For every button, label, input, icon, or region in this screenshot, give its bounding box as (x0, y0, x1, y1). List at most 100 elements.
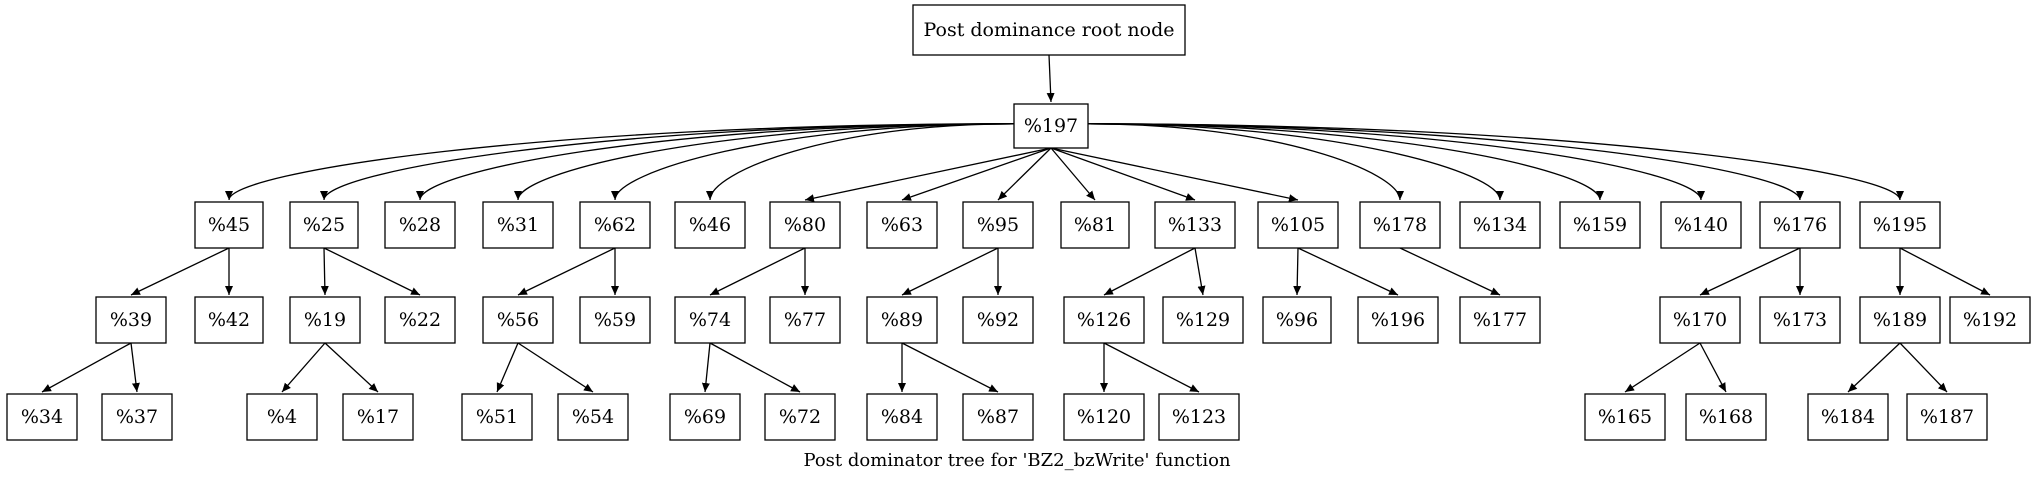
edge-n89-to-n87 (901, 342, 999, 393)
edge-n197-to-n25 (320, 123, 1015, 201)
node-box (1063, 296, 1145, 344)
node-123: %123 (1158, 393, 1240, 441)
edge-n45-to-n39 (130, 247, 230, 296)
node-box (1759, 296, 1841, 344)
node-87: %87 (962, 393, 1034, 441)
node-label: %92 (977, 309, 1019, 331)
edge-n197-to-n80 (804, 147, 1052, 203)
node-box (1359, 201, 1441, 249)
edge-n56-to-n54 (517, 342, 594, 393)
edge-n105-to-n196 (1297, 247, 1399, 296)
node-label: %37 (116, 406, 158, 428)
node-37: %37 (101, 393, 173, 441)
node-25: %25 (289, 201, 359, 249)
node-box (482, 201, 554, 249)
node-label: %168 (1699, 406, 1753, 428)
node-box (1013, 103, 1089, 149)
node-box (557, 393, 629, 441)
node-176: %176 (1759, 201, 1841, 249)
edge-n170-to-n165 (1624, 342, 1701, 393)
node-159: %159 (1559, 201, 1641, 249)
node-120: %120 (1063, 393, 1145, 441)
node-label: Post dominance root node (923, 19, 1174, 41)
node-133: %133 (1154, 201, 1236, 249)
node-28: %28 (384, 201, 456, 249)
node-label: %81 (1074, 214, 1116, 236)
node-box (101, 393, 173, 441)
diagram-caption: Post dominator tree for 'BZ2_bzWrite' fu… (803, 450, 1231, 471)
node-22: %22 (384, 296, 456, 344)
edge-n197-to-n31 (514, 123, 1015, 201)
edges-layer (41, 54, 1991, 393)
node-label: %120 (1077, 406, 1131, 428)
node-box (769, 296, 841, 344)
edge-n197-to-n81 (1050, 147, 1096, 201)
node-173: %173 (1759, 296, 1841, 344)
node-165: %165 (1584, 393, 1666, 441)
node-126: %126 (1063, 296, 1145, 344)
edge-n195-to-n192 (1899, 247, 1991, 296)
node-196: %196 (1357, 296, 1439, 344)
node-box (246, 393, 318, 441)
node-box (1262, 296, 1332, 344)
node-label: %170 (1673, 309, 1727, 331)
node-box (1063, 393, 1145, 441)
edge-n197-to-n140 (1087, 123, 1705, 201)
node-label: %77 (784, 309, 826, 331)
node-label: %42 (208, 309, 250, 331)
edge-n126-to-n123 (1103, 342, 1200, 393)
node-label: %195 (1873, 214, 1927, 236)
node-80: %80 (769, 201, 841, 249)
node-label: %51 (476, 406, 518, 428)
node-129: %129 (1162, 296, 1244, 344)
node-177: %177 (1459, 296, 1541, 344)
edge-n176-to-n170 (1699, 247, 1801, 296)
node-92: %92 (962, 296, 1034, 344)
node-63: %63 (866, 201, 938, 249)
node-box (912, 4, 1186, 56)
edge-n197-to-n159 (1087, 123, 1604, 201)
edge-n197-to-n62 (611, 123, 1015, 201)
edge-n74-to-n72 (709, 342, 801, 393)
node-box (1154, 201, 1236, 249)
edge-n25-to-n19 (320, 247, 329, 296)
node-label: %25 (303, 214, 345, 236)
node-105: %105 (1257, 201, 1339, 249)
edge-n25-to-n22 (323, 247, 421, 296)
node-184: %184 (1807, 393, 1889, 441)
node-label: %197 (1024, 115, 1078, 137)
node-box (1859, 296, 1941, 344)
node-label: %84 (881, 406, 923, 428)
edge-n197-to-n46 (706, 123, 1015, 201)
node-62: %62 (579, 201, 651, 249)
node-box (1162, 296, 1244, 344)
node-box (962, 296, 1034, 344)
node-box (674, 201, 746, 249)
node-label: %129 (1176, 309, 1230, 331)
node-label: %39 (110, 309, 152, 331)
node-box (1060, 201, 1130, 249)
node-box (1357, 296, 1439, 344)
edge-n197-to-n133 (1050, 147, 1196, 201)
nodes-layer: Post dominance root node %197 %45 %25 %28 %31… (6, 4, 2031, 441)
node-label: %22 (399, 309, 441, 331)
node-51: %51 (461, 393, 533, 441)
node-label: %19 (304, 309, 346, 331)
node-label: %34 (21, 406, 63, 428)
node-box (1759, 201, 1841, 249)
node-label: %59 (594, 309, 636, 331)
node-box (384, 296, 456, 344)
node-box (461, 393, 533, 441)
node-label: %134 (1473, 214, 1527, 236)
node-label: %45 (208, 214, 250, 236)
node-box (1807, 393, 1889, 441)
edge-n189-to-n184 (1847, 342, 1901, 393)
edge-n39-to-n37 (130, 342, 140, 393)
node-19: %19 (289, 296, 361, 344)
node-box (962, 201, 1034, 249)
node-69: %69 (669, 393, 741, 441)
node-box (579, 296, 651, 344)
node-195: %195 (1859, 201, 1941, 249)
node-197: %197 (1013, 103, 1089, 149)
